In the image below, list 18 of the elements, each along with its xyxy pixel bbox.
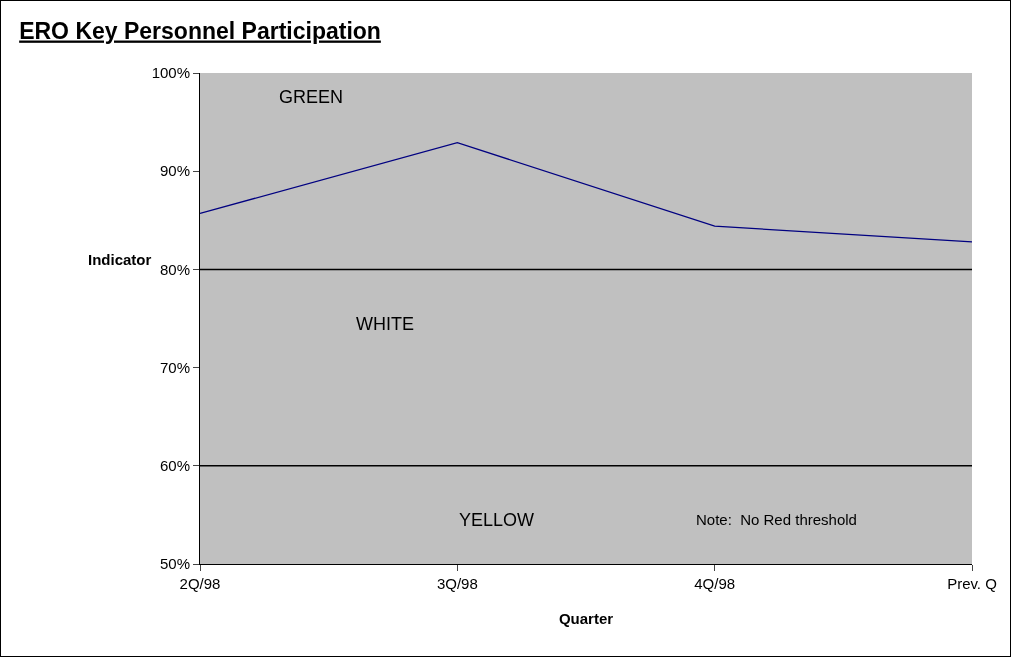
annotation: Note: No Red threshold bbox=[696, 511, 857, 528]
line-series bbox=[200, 142, 972, 243]
y-tick-label: 100% bbox=[151, 64, 190, 82]
y-tick-label: 60% bbox=[159, 457, 190, 475]
y-tick-label: 50% bbox=[159, 555, 190, 573]
band-label: WHITE bbox=[356, 314, 414, 334]
x-tick-label: 2Q/98 bbox=[179, 575, 221, 592]
x-tick-label: 3Q/98 bbox=[436, 575, 478, 592]
y-tick-label: 80% bbox=[159, 260, 190, 278]
x-axis-title: Quarter bbox=[558, 610, 614, 627]
x-tick-label: Prev. Q bbox=[947, 575, 997, 592]
band-label: GREEN bbox=[279, 87, 344, 107]
y-axis-title: Indicator bbox=[88, 251, 152, 268]
chart-title: ERO Key Personnel Participation bbox=[19, 17, 381, 44]
band-label: YELLOW bbox=[459, 510, 535, 530]
y-tick-label: 90% bbox=[159, 162, 190, 180]
y-tick-label: 70% bbox=[159, 358, 190, 376]
x-tick-label: 4Q/98 bbox=[694, 575, 736, 592]
